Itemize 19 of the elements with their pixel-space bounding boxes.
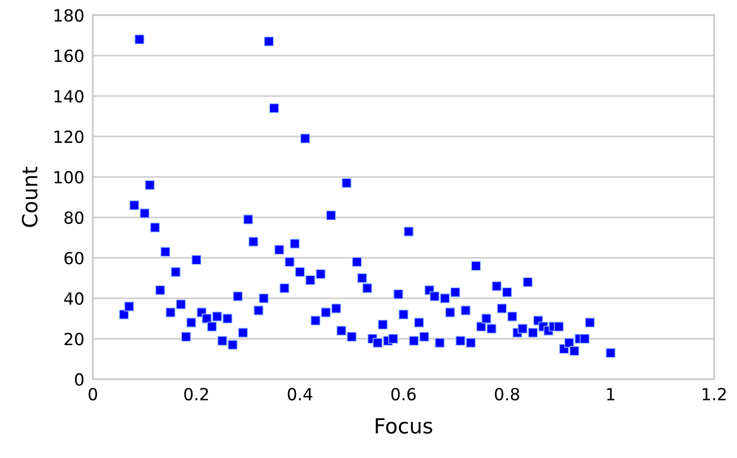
y-tick-label: 0: [75, 373, 84, 386]
x-tick-label: 1.2: [702, 388, 726, 400]
y-tick-label: 40: [64, 292, 84, 305]
y-axis-title: Count: [22, 166, 38, 227]
y-tick-label: 20: [64, 332, 84, 346]
y-tick-label: 80: [64, 211, 84, 224]
x-tick-label: 0.2: [184, 388, 208, 400]
y-tick-label: 180: [54, 9, 84, 22]
y-tick-label: 140: [54, 90, 84, 103]
x-tick-label: 0: [88, 388, 98, 400]
x-tick-label: 0.6: [391, 388, 416, 400]
x-tick-label: 0.4: [288, 388, 312, 400]
x-axis-title: Focus: [376, 418, 432, 434]
y-tick-label: 100: [54, 170, 84, 184]
x-tick-label: 0.8: [494, 388, 520, 400]
y-tick-label: 120: [54, 130, 84, 144]
x-tick-label: 1: [607, 388, 614, 400]
y-tick-label: 160: [54, 50, 84, 62]
y-tick-label: 60: [64, 252, 84, 264]
